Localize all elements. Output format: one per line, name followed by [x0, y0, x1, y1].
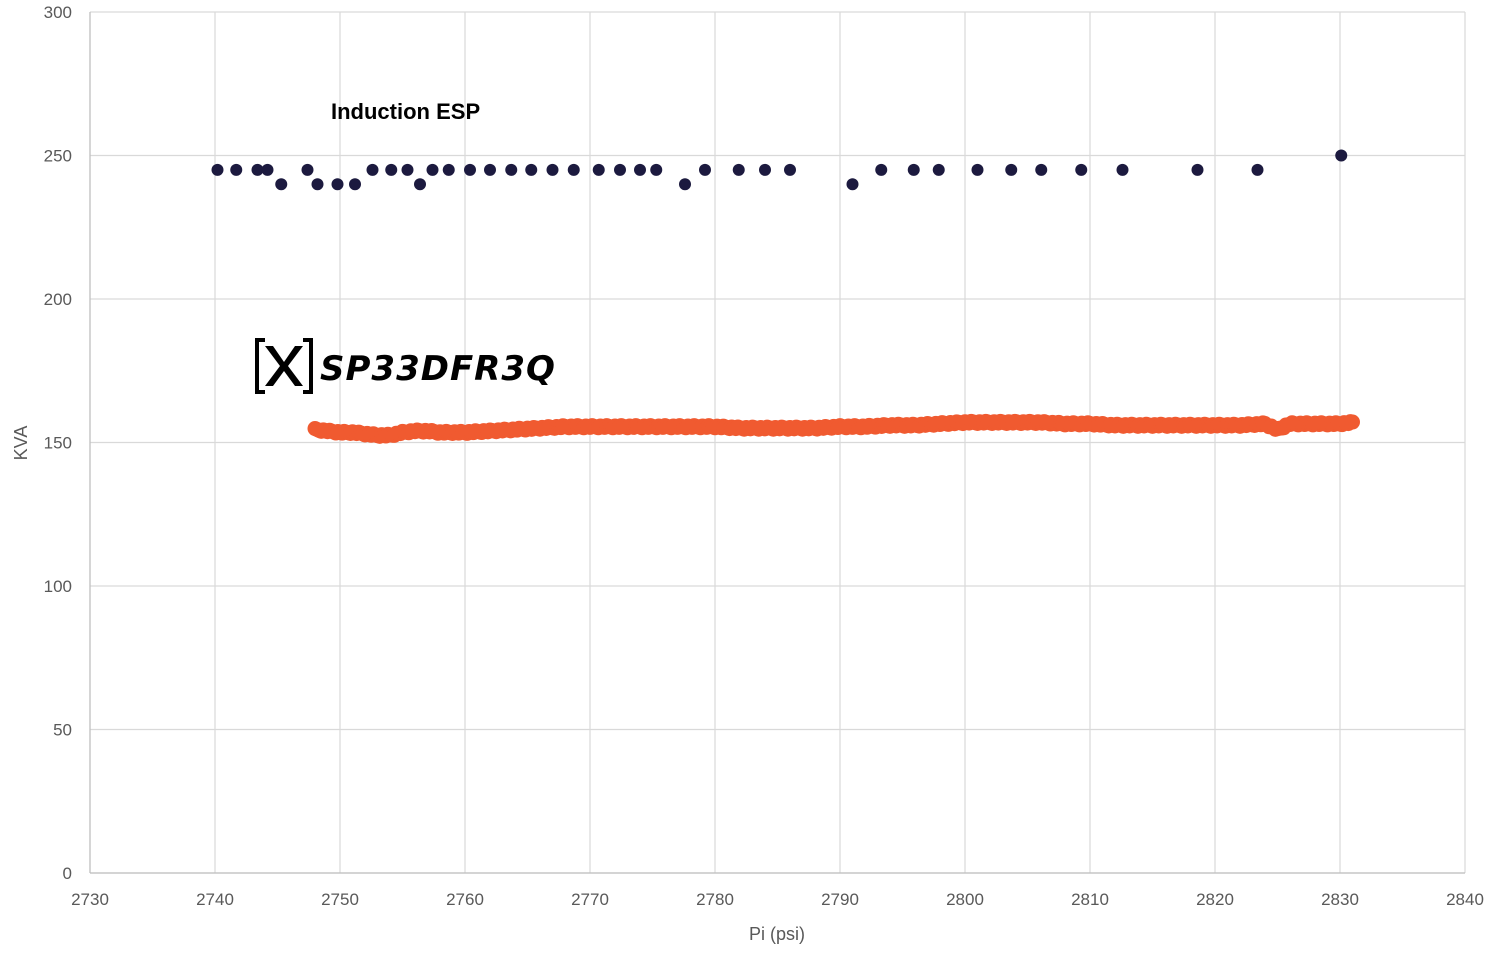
data-point: [301, 163, 314, 176]
data-point: [784, 163, 796, 176]
y-tick-label: 300: [44, 3, 72, 22]
data-point: [230, 163, 243, 176]
y-tick-label: 100: [44, 577, 72, 596]
x-tick-labels: 2730 2740 2750 2760 2770 2780 2790 2800 2810 2820…: [71, 890, 1484, 909]
data-point: [1345, 414, 1360, 430]
data-point: [971, 163, 984, 176]
x-axis-title: Pi (psi): [749, 924, 805, 944]
y-tick-label: 150: [44, 434, 72, 453]
data-point: [464, 163, 476, 176]
data-point: [251, 163, 264, 176]
x-tick-label: 2730: [71, 890, 109, 909]
data-point: [567, 163, 580, 176]
series-0: [211, 149, 1348, 191]
logo-wordmark: SP33DFR3Q: [320, 349, 556, 389]
data-point: [331, 178, 344, 191]
y-tick-label: 250: [44, 147, 72, 166]
data-point: [634, 163, 646, 176]
grid-lines: [89, 11, 1466, 874]
x-tick-label: 2790: [821, 890, 859, 909]
y-axis-title: KVA: [11, 426, 31, 461]
data-point: [592, 163, 605, 176]
data-point: [505, 163, 518, 176]
data-point: [699, 163, 711, 176]
data-point: [732, 163, 745, 176]
data-point: [1251, 163, 1264, 176]
data-point: [426, 163, 439, 176]
logo-x-icon: [255, 338, 313, 394]
data-point: [401, 163, 414, 176]
x-tick-label: 2760: [446, 890, 484, 909]
data-point: [484, 163, 496, 176]
data-point: [349, 178, 361, 191]
x-tick-label: 2830: [1321, 890, 1359, 909]
series-1: [307, 413, 1360, 444]
x-tick-label: 2780: [696, 890, 734, 909]
data-point: [679, 178, 691, 191]
data-point: [1035, 163, 1048, 176]
data-point: [211, 163, 224, 176]
data-point: [1335, 149, 1348, 162]
data-point: [614, 163, 626, 176]
x-tick-label: 2750: [321, 890, 359, 909]
data-point: [385, 163, 398, 176]
data-point: [759, 163, 771, 176]
data-series: [211, 149, 1360, 444]
data-point: [907, 163, 920, 176]
speedfreq-logo: SP33DFR3Q: [255, 338, 556, 394]
data-point: [1075, 163, 1088, 176]
data-point: [525, 163, 538, 176]
x-tick-label: 2840: [1446, 890, 1484, 909]
data-point: [846, 178, 859, 191]
data-point: [932, 163, 945, 176]
data-point: [1116, 163, 1129, 176]
y-tick-labels: 0 50 100 150 200 250 300: [44, 3, 72, 883]
data-point: [1191, 163, 1204, 176]
y-tick-label: 0: [63, 864, 72, 883]
data-point: [366, 163, 379, 176]
data-point: [442, 163, 455, 176]
x-tick-label: 2740: [196, 890, 234, 909]
y-tick-label: 50: [53, 721, 72, 740]
data-point: [261, 163, 274, 176]
data-point: [414, 178, 426, 191]
data-point: [875, 163, 888, 176]
x-tick-label: 2820: [1196, 890, 1234, 909]
data-point: [275, 178, 288, 191]
x-tick-label: 2810: [1071, 890, 1109, 909]
axis-lines: [89, 12, 1465, 874]
data-point: [546, 163, 559, 176]
annotation-induction-esp: Induction ESP: [331, 99, 480, 124]
data-point: [1005, 163, 1018, 176]
x-tick-label: 2770: [571, 890, 609, 909]
x-tick-label: 2800: [946, 890, 984, 909]
y-tick-label: 200: [44, 290, 72, 309]
data-point: [311, 178, 324, 191]
data-point: [650, 163, 663, 176]
